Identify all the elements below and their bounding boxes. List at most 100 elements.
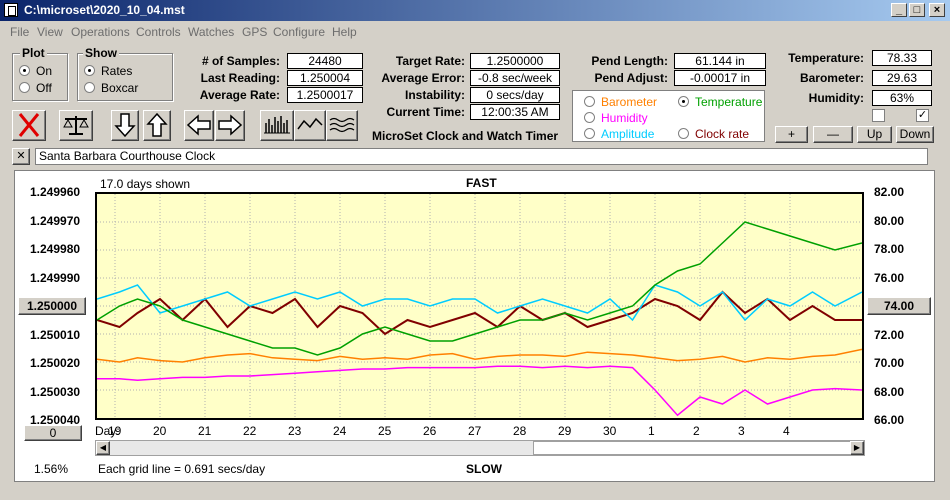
- y-right-tick: 76.00: [874, 270, 905, 285]
- x-tick: 4: [783, 424, 790, 438]
- sensor-temperature[interactable]: Temperature: [678, 95, 762, 109]
- instability-value: 0 secs/day: [470, 87, 560, 103]
- checkbox-left[interactable]: [872, 109, 885, 122]
- average-rate-label: Average Rate:: [199, 88, 280, 102]
- wave-button[interactable]: [294, 110, 326, 141]
- y-right-tick: 68.00: [874, 384, 905, 399]
- offset-button[interactable]: 0: [24, 425, 82, 441]
- pend-length-label: Pend Length:: [591, 54, 668, 68]
- show-rates-label: Rates: [101, 64, 133, 78]
- show-boxcar-label: Boxcar: [101, 81, 139, 95]
- scroll-thumb[interactable]: [533, 441, 851, 455]
- clear-button[interactable]: [12, 110, 46, 141]
- menu-operations[interactable]: Operations: [71, 25, 130, 39]
- average-error-label: Average Error:: [381, 71, 465, 85]
- x-tick: 27: [468, 424, 482, 438]
- plot-on-radio[interactable]: On: [19, 64, 52, 78]
- y-right-tick: 82.00: [874, 185, 905, 199]
- radio-dot: [678, 128, 689, 139]
- y-right-tick: 72.00: [874, 327, 905, 342]
- x-tick: 3: [738, 424, 745, 438]
- histogram-icon: [264, 116, 290, 134]
- plot-off-radio[interactable]: Off: [19, 81, 52, 95]
- app-caption: MicroSet Clock and Watch Timer: [372, 129, 559, 143]
- balance-icon: [63, 116, 89, 135]
- x-tick: 21: [198, 424, 212, 438]
- instability-label: Instability:: [404, 88, 465, 102]
- slow-label: SLOW: [466, 462, 502, 476]
- y-left-tick: 1.250010: [30, 327, 81, 342]
- y-left-tick: 1.250040: [30, 413, 81, 427]
- y-left-tick: 1.249980: [30, 242, 81, 256]
- show-boxcar-radio[interactable]: Boxcar: [84, 81, 138, 95]
- close-clock-button[interactable]: ✕: [12, 148, 30, 165]
- minimize-button[interactable]: _: [891, 3, 907, 17]
- clear-icon: [18, 113, 40, 137]
- y-right-tick: 78.00: [874, 242, 905, 256]
- sensor-humidity[interactable]: Humidity: [584, 111, 648, 125]
- x-tick: 20: [153, 424, 167, 438]
- wave-icon: [297, 117, 323, 130]
- multi-wave-button[interactable]: [326, 110, 358, 141]
- menu-controls[interactable]: Controls: [136, 25, 181, 39]
- maximize-button[interactable]: □: [909, 3, 925, 17]
- arrow-up-button[interactable]: [143, 110, 171, 141]
- increase-button[interactable]: +: [775, 126, 808, 143]
- menu-help[interactable]: Help: [332, 25, 357, 39]
- histogram-button[interactable]: [260, 110, 294, 141]
- multi-wave-icon: [329, 117, 355, 133]
- menu-file[interactable]: File: [10, 25, 30, 39]
- day-label: Day:: [95, 424, 120, 438]
- radio-dot: [19, 82, 30, 93]
- menu-gps[interactable]: GPS: [242, 25, 268, 39]
- arrow-down-button[interactable]: [111, 110, 139, 141]
- temperature-label: Temperature:: [788, 51, 864, 65]
- menu-view[interactable]: View: [37, 25, 63, 39]
- arrow-left-button[interactable]: [184, 110, 214, 141]
- show-group: [77, 53, 173, 101]
- app-icon: [4, 3, 18, 17]
- clock-name-field[interactable]: Santa Barbara Courthouse Clock: [35, 148, 928, 165]
- scroll-right-button[interactable]: ▶: [850, 441, 864, 455]
- y-right-tick: 70.00: [874, 356, 905, 370]
- radio-dot: [84, 82, 95, 93]
- x-tick: 22: [243, 424, 257, 438]
- last-reading-value: 1.250004: [287, 70, 363, 86]
- sensor-barometer-label: Barometer: [601, 95, 658, 109]
- y-left-tick: 1.249970: [30, 213, 81, 228]
- menu-watches[interactable]: Watches: [188, 25, 235, 39]
- arrow-right-button[interactable]: [215, 110, 245, 141]
- left-reference-button[interactable]: 1.250000: [18, 297, 86, 315]
- menu-configure[interactable]: Configure: [273, 25, 326, 39]
- x-tick: 1: [648, 424, 655, 438]
- down-button[interactable]: Down: [896, 126, 934, 143]
- y-right-tick: 66.00: [874, 413, 905, 427]
- arrow-right-icon: [218, 114, 243, 136]
- up-button[interactable]: Up: [857, 126, 892, 143]
- fast-label: FAST: [466, 176, 497, 190]
- radio-dot: [84, 65, 95, 76]
- sensor-clock-rate[interactable]: Clock rate: [678, 127, 749, 141]
- horizontal-scrollbar[interactable]: ◀ ▶: [95, 440, 865, 456]
- show-rates-radio[interactable]: Rates: [84, 64, 132, 78]
- close-window-button[interactable]: ×: [929, 3, 945, 17]
- arrow-up-icon: [146, 112, 168, 137]
- average-error-value: -0.8 sec/week: [470, 70, 560, 86]
- x-tick: 26: [423, 424, 437, 438]
- sensor-amplitude[interactable]: Amplitude: [584, 127, 654, 141]
- radio-dot: [584, 112, 595, 123]
- scroll-left-button[interactable]: ◀: [96, 441, 110, 455]
- balance-button[interactable]: [59, 110, 93, 141]
- checkbox-right[interactable]: ✓: [916, 109, 929, 122]
- right-reference-button[interactable]: 74.00: [867, 297, 931, 315]
- decrease-button[interactable]: —: [813, 126, 853, 143]
- plot-group-title: Plot: [20, 46, 47, 60]
- plot-off-label: Off: [36, 81, 52, 95]
- sensor-barometer[interactable]: Barometer: [584, 95, 657, 109]
- samples-label: # of Samples:: [201, 54, 280, 68]
- show-group-title: Show: [83, 46, 119, 60]
- title-bar: C:\microset\2020_10_04.mst _ □ ×: [0, 0, 950, 21]
- pend-length-value: 61.144 in: [674, 53, 766, 69]
- radio-dot: [19, 65, 30, 76]
- series-line-2: [97, 221, 862, 356]
